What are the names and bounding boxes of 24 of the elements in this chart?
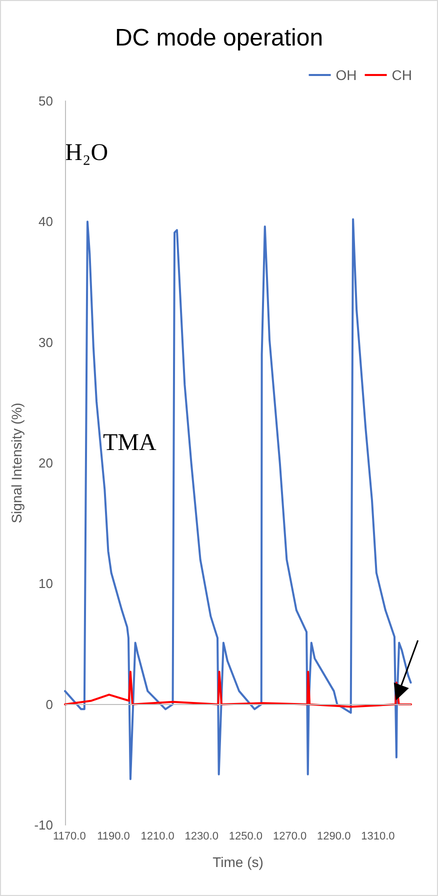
y-tick-label: 20 xyxy=(38,456,53,470)
x-tick-label: 1310.0 xyxy=(361,830,395,842)
y-tick-label: 50 xyxy=(38,94,53,108)
x-tick-label: 1210.0 xyxy=(140,830,174,842)
line-series xyxy=(64,670,412,708)
x-axis-title: Time (s) xyxy=(212,854,264,870)
x-tick-label: 1170.0 xyxy=(52,830,86,842)
y-tick-label: 40 xyxy=(38,214,53,230)
x-tick-label: 1230.0 xyxy=(184,830,218,842)
legend-label: OH xyxy=(336,67,357,83)
x-tick-label: 1270.0 xyxy=(272,830,307,842)
line-series xyxy=(64,218,412,780)
y-tick-label: 0 xyxy=(46,696,53,712)
y-tick-label: 30 xyxy=(38,334,53,350)
y-axis-title: Signal Intensity (%) xyxy=(8,402,24,524)
x-tick-label: 1190.0 xyxy=(97,830,130,842)
legend-label: CH xyxy=(392,67,412,83)
annotation: TMA xyxy=(103,430,157,456)
x-tick-label: 1290.0 xyxy=(317,830,351,842)
y-tick-label: -10 xyxy=(34,818,53,832)
y-tick-label: 10 xyxy=(38,576,53,592)
annotation: H₂O xyxy=(65,140,108,166)
chart-title: DC mode operation xyxy=(114,24,324,52)
x-tick-label: 1250.0 xyxy=(228,830,263,842)
